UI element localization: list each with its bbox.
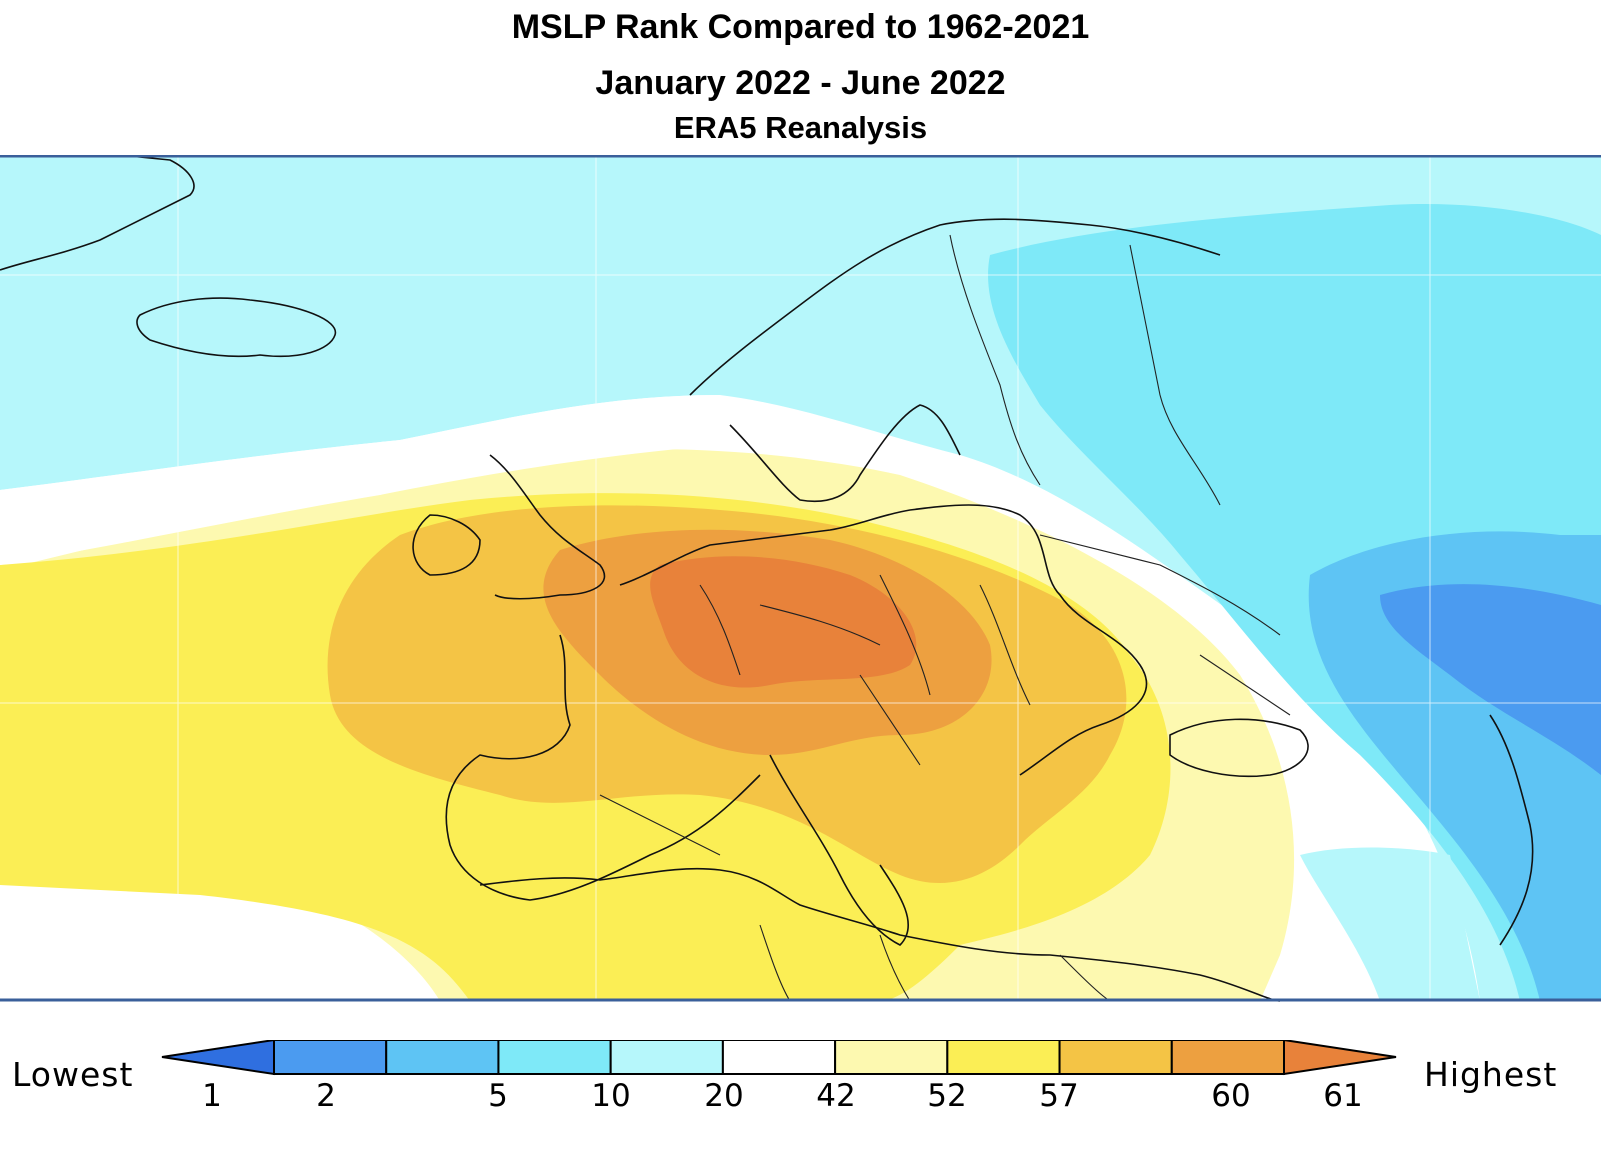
continent-coast bbox=[445, 504, 1148, 946]
uk-ireland-coast bbox=[412, 454, 606, 600]
legend-tick-label: 2 bbox=[316, 1078, 336, 1114]
legend-low-label: Lowest bbox=[12, 1055, 134, 1094]
legend-tick-label: 52 bbox=[927, 1078, 966, 1114]
legend-bin-rank-2-5 bbox=[273, 1040, 388, 1075]
field-east-deep-blue bbox=[1380, 584, 1601, 775]
legend-tick-label: 60 bbox=[1211, 1078, 1250, 1114]
north-africa-coast bbox=[479, 867, 1281, 1002]
legend-bin-rank-52-57 bbox=[834, 1040, 949, 1075]
legend-bin-rank-5-10 bbox=[385, 1040, 500, 1075]
legend-bin-rank-highest bbox=[1283, 1040, 1397, 1076]
legend-high-label: Highest bbox=[1424, 1055, 1558, 1094]
legend-bin-rank-10-20 bbox=[497, 1040, 612, 1075]
iceland-coast bbox=[136, 297, 337, 358]
field-atlantic-white bbox=[0, 395, 720, 565]
legend-tick-label: 57 bbox=[1039, 1078, 1078, 1114]
legend-tick-label: 10 bbox=[591, 1078, 630, 1114]
greenland-coast bbox=[0, 155, 195, 271]
color-legend: 1 2 5 10 20 42 52 57 60 61 bbox=[161, 1040, 1397, 1114]
graticule bbox=[0, 155, 1601, 1001]
legend-bin-rank-61-highest bbox=[1170, 1040, 1286, 1075]
coastlines bbox=[0, 155, 1534, 1002]
legend-tick-label: 42 bbox=[816, 1078, 855, 1114]
field-sea-cyan-south bbox=[1300, 847, 1480, 1001]
legend-tick-label: 5 bbox=[488, 1078, 508, 1114]
map-source: ERA5 Reanalysis bbox=[673, 110, 928, 145]
legend-bin-rank-20-42 bbox=[609, 1040, 724, 1075]
legend-bin-rank-57-60 bbox=[946, 1040, 1061, 1075]
scandinavia-coast bbox=[689, 218, 1221, 502]
legend-tick-label: 61 bbox=[1323, 1078, 1362, 1114]
rank-fields bbox=[0, 155, 1601, 1001]
legend-bin-rank-1-2 bbox=[161, 1040, 275, 1076]
country-borders bbox=[599, 234, 1291, 1002]
legend-bin-rank-60-61 bbox=[1058, 1040, 1173, 1075]
black-caspian-coast bbox=[1169, 714, 1534, 946]
map-period: January 2022 - June 2022 bbox=[595, 64, 1006, 102]
field-orange-dark bbox=[650, 556, 917, 688]
mslp-rank-map bbox=[0, 155, 1601, 1002]
legend-tick-label: 20 bbox=[704, 1078, 743, 1114]
map-title: MSLP Rank Compared to 1962-2021 bbox=[511, 8, 1090, 46]
legend-tick-label: 1 bbox=[202, 1078, 222, 1114]
legend-bin-rank-42-52 bbox=[721, 1040, 837, 1075]
